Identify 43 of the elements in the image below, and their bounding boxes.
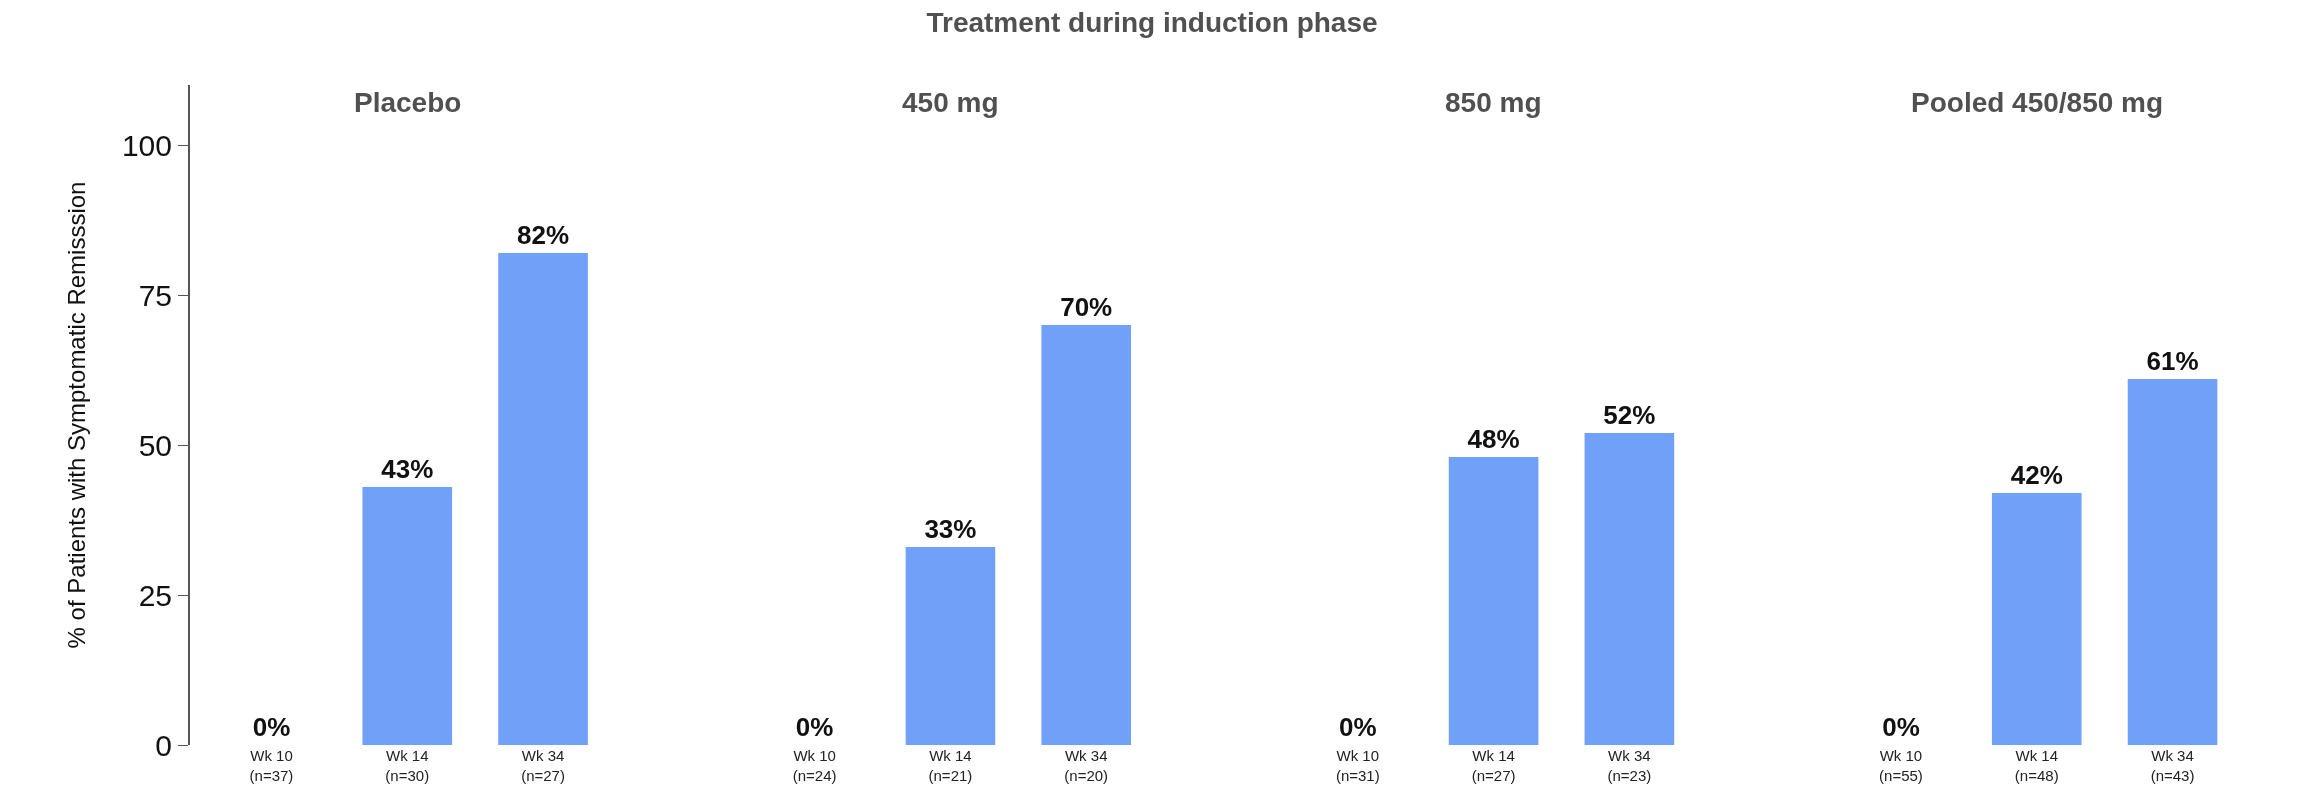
data-label: 43% [381,454,434,484]
annotation: 450 mg [902,87,999,118]
x-tick-label: Wk 10 (n=24) [792,747,837,784]
data-label: 0% [1882,712,1920,742]
y-axis-title: % of Patients with Symptomatic Remisssion [62,181,90,649]
y-tick-label: 75 [138,278,172,312]
data-label: 70% [1060,292,1113,322]
bar [1991,493,2082,745]
x-tick-label: Wk 10 (n=37) [249,747,294,784]
data-label: 61% [2146,346,2199,376]
x-tick-label: Wk 34 (n=23) [1607,747,1652,784]
data-label: 52% [1603,400,1656,430]
data-label: 82% [517,220,570,250]
bar [498,253,588,745]
y-tick-label: 50 [138,428,172,462]
data-label: 0% [1339,712,1377,742]
annotation: Pooled 450/850 mg [1911,87,2164,118]
x-tick-label: Wk 34 (n=43) [2150,747,2195,784]
y-tick-label: 0 [155,728,172,762]
bar [2127,379,2218,745]
data-label: 48% [1467,424,1520,454]
annotation: 850 mg [1445,87,1542,118]
data-label: 42% [2010,460,2063,490]
bar [1041,325,1132,745]
x-tick-label: Wk 34 (n=27) [521,747,565,784]
chart-title: Treatment during induction phase [926,6,1378,38]
data-label: 33% [924,514,977,544]
bar [1448,457,1539,745]
y-tick-label: 100 [121,128,172,162]
bar [905,547,996,745]
data-label: 0% [252,712,291,742]
y-tick-label: 25 [138,578,172,612]
data-label: 0% [795,712,834,742]
x-tick-label: Wk 34 (n=20) [1064,747,1109,784]
x-tick-label: Wk 14 (n=48) [2014,747,2059,784]
bar [362,487,453,745]
x-tick-label: Wk 14 (n=21) [928,747,973,784]
annotation: Placebo [354,87,462,118]
x-tick-label: Wk 10 (n=31) [1335,747,1380,784]
x-tick-label: Wk 10 (n=55) [1879,747,1923,784]
x-tick-label: Wk 14 (n=30) [385,747,430,784]
bar [1584,433,1675,745]
x-tick-label: Wk 14 (n=27) [1471,747,1516,784]
